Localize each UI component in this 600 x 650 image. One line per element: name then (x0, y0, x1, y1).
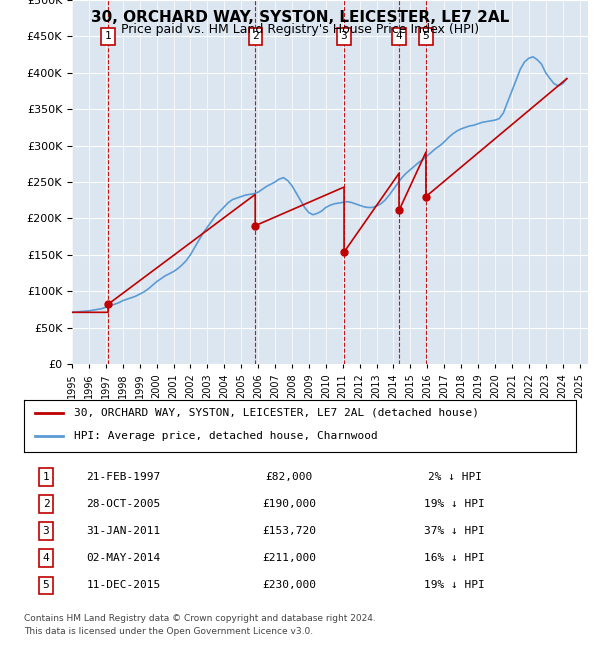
Text: 1: 1 (104, 31, 112, 42)
Text: 1: 1 (43, 472, 49, 482)
Text: HPI: Average price, detached house, Charnwood: HPI: Average price, detached house, Char… (74, 431, 377, 441)
Text: 5: 5 (43, 580, 49, 590)
Text: £190,000: £190,000 (262, 499, 316, 509)
Text: 16% ↓ HPI: 16% ↓ HPI (424, 553, 485, 564)
Text: 37% ↓ HPI: 37% ↓ HPI (424, 526, 485, 536)
Text: 5: 5 (422, 31, 430, 42)
Text: Contains HM Land Registry data © Crown copyright and database right 2024.: Contains HM Land Registry data © Crown c… (24, 614, 376, 623)
Text: £211,000: £211,000 (262, 553, 316, 564)
Text: 2% ↓ HPI: 2% ↓ HPI (428, 472, 482, 482)
Text: 28-OCT-2005: 28-OCT-2005 (86, 499, 160, 509)
Text: 02-MAY-2014: 02-MAY-2014 (86, 553, 160, 564)
Text: 19% ↓ HPI: 19% ↓ HPI (424, 580, 485, 590)
Text: £153,720: £153,720 (262, 526, 316, 536)
Text: 3: 3 (341, 31, 347, 42)
Text: 21-FEB-1997: 21-FEB-1997 (86, 472, 160, 482)
Text: 2: 2 (252, 31, 259, 42)
Text: 30, ORCHARD WAY, SYSTON, LEICESTER, LE7 2AL: 30, ORCHARD WAY, SYSTON, LEICESTER, LE7 … (91, 10, 509, 25)
Text: 11-DEC-2015: 11-DEC-2015 (86, 580, 160, 590)
Text: 2: 2 (43, 499, 49, 509)
Text: 31-JAN-2011: 31-JAN-2011 (86, 526, 160, 536)
Text: £82,000: £82,000 (265, 472, 313, 482)
Text: Price paid vs. HM Land Registry's House Price Index (HPI): Price paid vs. HM Land Registry's House … (121, 23, 479, 36)
Text: 4: 4 (43, 553, 49, 564)
Text: 3: 3 (43, 526, 49, 536)
Text: 4: 4 (395, 31, 403, 42)
Text: 19% ↓ HPI: 19% ↓ HPI (424, 499, 485, 509)
Text: This data is licensed under the Open Government Licence v3.0.: This data is licensed under the Open Gov… (24, 627, 313, 636)
Text: 30, ORCHARD WAY, SYSTON, LEICESTER, LE7 2AL (detached house): 30, ORCHARD WAY, SYSTON, LEICESTER, LE7 … (74, 408, 479, 418)
Text: £230,000: £230,000 (262, 580, 316, 590)
